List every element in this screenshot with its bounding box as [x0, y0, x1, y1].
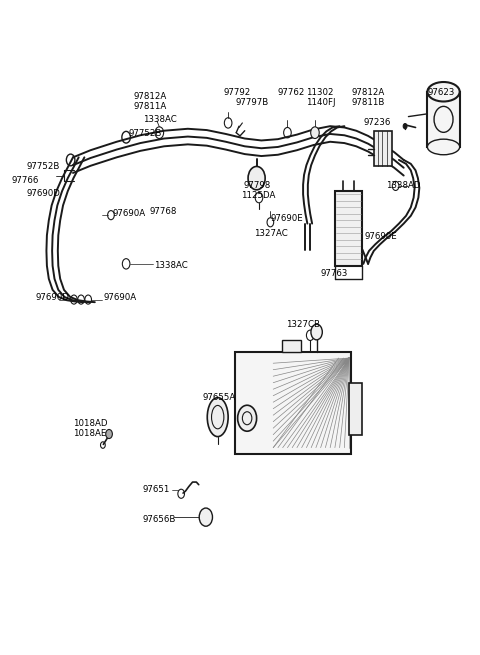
Text: 97762: 97762: [277, 88, 304, 97]
Text: 1338AC: 1338AC: [143, 115, 177, 124]
Text: 1338AD: 1338AD: [386, 181, 420, 191]
Text: 1338AC: 1338AC: [154, 261, 187, 270]
Circle shape: [238, 405, 257, 431]
Circle shape: [248, 166, 265, 190]
Text: 97690D: 97690D: [35, 293, 69, 302]
Text: 97690D: 97690D: [26, 189, 60, 198]
Text: 97236: 97236: [363, 119, 391, 128]
Text: 97812A: 97812A: [351, 88, 385, 97]
Ellipse shape: [427, 82, 460, 102]
Text: 97811B: 97811B: [351, 98, 385, 107]
Text: 97766: 97766: [12, 176, 39, 185]
Text: 97656B: 97656B: [143, 515, 176, 523]
Text: 1018AD: 1018AD: [73, 419, 108, 428]
Text: 97690A: 97690A: [103, 293, 136, 302]
Ellipse shape: [207, 398, 228, 437]
Text: 97655A: 97655A: [202, 393, 235, 402]
Text: 97812A: 97812A: [133, 92, 167, 102]
Circle shape: [311, 324, 322, 340]
Ellipse shape: [427, 139, 460, 155]
Bar: [349, 383, 362, 435]
Text: 1018AE: 1018AE: [73, 429, 107, 438]
Text: 97797B: 97797B: [235, 98, 268, 107]
Text: 97690E: 97690E: [364, 232, 397, 241]
Text: 97811A: 97811A: [133, 102, 167, 111]
Circle shape: [199, 508, 213, 526]
Text: 97798: 97798: [244, 181, 271, 191]
Text: 97763: 97763: [321, 269, 348, 278]
Bar: [282, 340, 301, 352]
Text: 97752B: 97752B: [26, 162, 60, 171]
Text: 97623: 97623: [427, 88, 455, 97]
Bar: [235, 352, 351, 454]
Bar: [374, 131, 392, 166]
Circle shape: [311, 127, 319, 138]
Text: 11302: 11302: [306, 88, 334, 97]
Text: 1327CB: 1327CB: [287, 320, 321, 329]
Text: 97690E: 97690E: [271, 214, 303, 223]
Text: 1140FJ: 1140FJ: [306, 98, 336, 107]
Bar: [335, 191, 362, 266]
Text: 97768: 97768: [150, 208, 177, 216]
Circle shape: [106, 430, 112, 439]
Text: 97690A: 97690A: [113, 210, 146, 218]
Bar: [427, 92, 460, 147]
Text: 97651: 97651: [143, 485, 170, 495]
Text: 97792: 97792: [223, 88, 251, 97]
Text: 1125DA: 1125DA: [241, 191, 276, 200]
Text: 1327AC: 1327AC: [254, 229, 288, 238]
Text: 97752B: 97752B: [129, 130, 162, 138]
Circle shape: [403, 124, 407, 129]
